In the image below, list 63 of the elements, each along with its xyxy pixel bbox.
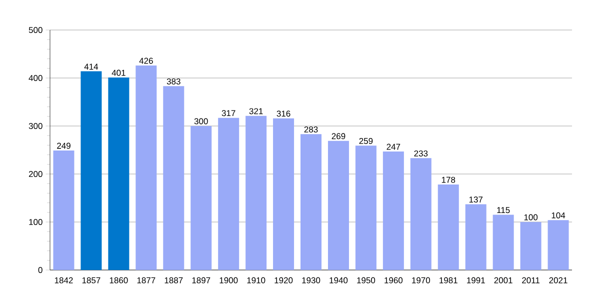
bar — [465, 204, 486, 270]
bar — [53, 150, 74, 270]
x-tick-label: 1920 — [274, 277, 293, 284]
data-label: 247 — [386, 144, 400, 150]
bar — [548, 220, 569, 270]
data-label: 401 — [112, 70, 126, 76]
data-label: 269 — [332, 133, 346, 140]
x-tick-label: 1887 — [164, 277, 183, 284]
data-label: 178 — [442, 176, 456, 183]
bar — [382, 151, 404, 270]
data-label: 414 — [84, 64, 98, 70]
data-label: 233 — [414, 150, 428, 156]
x-tick-label: 1877 — [137, 277, 156, 284]
bar — [410, 158, 432, 270]
x-tick-label: 1910 — [247, 277, 266, 284]
bar — [80, 71, 102, 270]
bar — [246, 116, 267, 270]
data-label: 115 — [497, 207, 510, 214]
bar — [355, 146, 376, 270]
x-tick-label: 2011 — [522, 277, 540, 284]
bar — [190, 126, 212, 270]
bar — [300, 134, 322, 270]
y-tick-label: 200 — [28, 170, 42, 178]
data-label: 300 — [194, 118, 208, 124]
bar — [136, 66, 157, 270]
bar — [273, 118, 294, 270]
x-tick-label: 1940 — [330, 277, 348, 284]
x-tick-label: 1900 — [220, 277, 238, 284]
bar — [163, 86, 184, 270]
data-label: 137 — [469, 196, 483, 203]
x-tick-label: 1960 — [384, 277, 403, 284]
x-tick-label: 1930 — [302, 277, 320, 284]
data-label: 100 — [524, 214, 538, 220]
data-label: 317 — [222, 110, 236, 116]
data-label: 283 — [304, 126, 318, 132]
x-tick-label: 2001 — [494, 277, 512, 284]
x-tick-label: 2021 — [549, 277, 568, 284]
data-label: 316 — [276, 110, 290, 117]
bar — [438, 184, 459, 270]
x-tick-label: 1970 — [412, 277, 430, 284]
y-tick-label: 400 — [28, 74, 42, 82]
x-tick-label: 1950 — [357, 277, 376, 284]
x-tick-label: 1860 — [110, 277, 128, 284]
data-label: 426 — [139, 58, 153, 64]
y-tick-label: 0 — [38, 266, 42, 274]
data-label: 104 — [552, 212, 566, 218]
data-label: 259 — [359, 138, 373, 144]
x-tick-label: 1897 — [192, 277, 210, 284]
x-tick-label: 1857 — [82, 277, 100, 284]
bar — [520, 222, 542, 270]
data-label: 321 — [249, 108, 263, 114]
bar — [218, 118, 240, 270]
data-label: 249 — [57, 142, 70, 149]
y-tick-label: 500 — [28, 26, 42, 34]
bar — [492, 214, 514, 270]
bar — [108, 78, 130, 270]
y-tick-label: 100 — [29, 218, 42, 226]
y-tick-label: 300 — [28, 122, 42, 130]
bar — [328, 140, 349, 270]
x-tick-label: 1981 — [440, 277, 458, 284]
x-tick-label: 1842 — [54, 277, 73, 284]
x-tick-label: 1991 — [467, 277, 485, 284]
data-label: 383 — [166, 78, 180, 84]
